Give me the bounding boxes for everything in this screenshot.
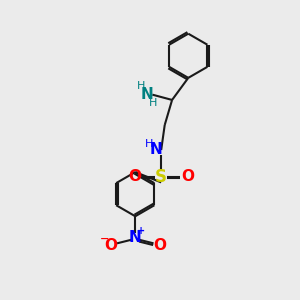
Text: N: N xyxy=(129,230,142,245)
Text: −: − xyxy=(99,234,109,244)
Text: O: O xyxy=(128,169,141,184)
Text: H: H xyxy=(136,81,145,92)
Text: H: H xyxy=(149,98,158,108)
Text: +: + xyxy=(136,226,145,236)
Text: O: O xyxy=(104,238,117,253)
Text: N: N xyxy=(149,142,162,158)
Text: H: H xyxy=(145,139,153,149)
Text: O: O xyxy=(181,169,194,184)
Text: O: O xyxy=(153,238,166,253)
Text: N: N xyxy=(141,87,153,102)
Text: S: S xyxy=(155,167,167,185)
